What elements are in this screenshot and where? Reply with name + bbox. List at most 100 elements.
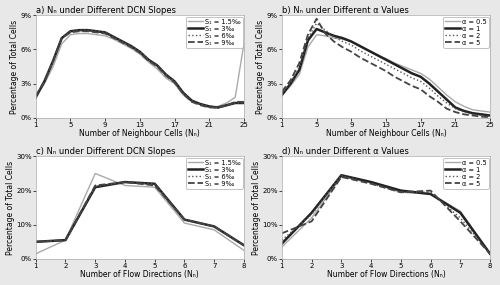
α = 5: [409, 84, 415, 87]
S₁ = 3‰: [102, 31, 108, 34]
S₁ = 3‰: [152, 182, 158, 186]
α = 5: [398, 191, 404, 194]
α = 2: [338, 174, 344, 177]
α = 5: [366, 60, 372, 64]
α = 2: [383, 63, 389, 66]
α = 5: [400, 80, 406, 83]
α = 2: [368, 182, 374, 186]
α = 2: [279, 238, 285, 242]
S₁ = 3‰: [241, 243, 247, 247]
S₁ = 3‰: [182, 218, 188, 221]
S₁ = 6‰: [137, 50, 143, 54]
α = 5: [458, 220, 464, 223]
S₁ = 9‰: [163, 74, 169, 77]
α = 5: [478, 115, 484, 118]
α = 5: [288, 78, 294, 82]
S₁ = 1.5‰: [32, 95, 38, 99]
α = 5: [357, 56, 363, 59]
α = 5: [368, 182, 374, 186]
S₁ = 1.5‰: [111, 38, 117, 41]
α = 2: [435, 94, 441, 98]
α = 5: [308, 220, 314, 223]
S₁ = 1.5‰: [94, 33, 100, 36]
S₁ = 1.5‰: [224, 101, 230, 105]
Line: S₁ = 6‰: S₁ = 6‰: [36, 30, 244, 107]
X-axis label: Number of Neighbour Cells (Nₙ): Number of Neighbour Cells (Nₙ): [80, 129, 200, 138]
Legend: α = 0.5, α = 1, α = 2, α = 5: α = 0.5, α = 1, α = 2, α = 5: [444, 158, 488, 189]
S₁ = 3‰: [32, 240, 38, 243]
S₁ = 1.5‰: [62, 238, 68, 242]
S₁ = 6‰: [76, 28, 82, 32]
α = 0.5: [374, 54, 380, 57]
S₁ = 6‰: [68, 30, 73, 33]
S₁ = 6‰: [146, 58, 152, 62]
S₁ = 3‰: [172, 80, 177, 83]
S₁ = 1.5‰: [128, 47, 134, 50]
S₁ = 9‰: [92, 184, 98, 187]
Text: c) Nₙ under Different DCN Slopes: c) Nₙ under Different DCN Slopes: [36, 147, 175, 156]
α = 1: [314, 27, 320, 31]
S₁ = 9‰: [120, 41, 126, 44]
α = 1: [322, 31, 328, 34]
S₁ = 6‰: [163, 73, 169, 76]
S₁ = 3‰: [68, 30, 73, 33]
S₁ = 3‰: [137, 50, 143, 54]
S₁ = 1.5‰: [152, 186, 158, 189]
S₁ = 3‰: [76, 28, 82, 32]
S₁ = 9‰: [241, 100, 247, 103]
α = 5: [428, 189, 434, 192]
α = 0.5: [487, 252, 493, 255]
α = 0.5: [398, 191, 404, 194]
S₁ = 3‰: [206, 105, 212, 108]
S₁ = 9‰: [102, 32, 108, 35]
Line: α = 5: α = 5: [282, 19, 490, 117]
S₁ = 1.5‰: [137, 52, 143, 56]
α = 1: [374, 54, 380, 57]
α = 5: [383, 70, 389, 73]
Y-axis label: Percentage of Total Cells: Percentage of Total Cells: [6, 161, 15, 255]
α = 1: [435, 90, 441, 93]
S₁ = 9‰: [62, 238, 68, 242]
α = 2: [366, 54, 372, 57]
S₁ = 1.5‰: [122, 184, 128, 187]
α = 0.5: [461, 105, 467, 108]
Line: α = 5: α = 5: [282, 177, 490, 254]
S₁ = 9‰: [154, 65, 160, 68]
α = 0.5: [308, 216, 314, 220]
Text: b) Nₙ under Different α Values: b) Nₙ under Different α Values: [282, 5, 409, 15]
S₁ = 3‰: [163, 73, 169, 76]
S₁ = 3‰: [59, 36, 65, 40]
α = 1: [366, 49, 372, 52]
α = 5: [322, 32, 328, 35]
α = 0.5: [322, 34, 328, 38]
α = 0.5: [305, 46, 311, 49]
S₁ = 9‰: [128, 46, 134, 49]
S₁ = 3‰: [50, 59, 56, 63]
S₁ = 9‰: [32, 240, 38, 243]
S₁ = 3‰: [85, 28, 91, 32]
α = 2: [331, 35, 337, 39]
α = 5: [487, 115, 493, 119]
S₁ = 9‰: [94, 31, 100, 34]
α = 2: [487, 252, 493, 255]
S₁ = 3‰: [92, 186, 98, 189]
S₁ = 9‰: [172, 81, 177, 84]
Line: S₁ = 1.5‰: S₁ = 1.5‰: [36, 34, 244, 107]
Line: S₁ = 1.5‰: S₁ = 1.5‰: [36, 174, 244, 254]
α = 0.5: [487, 110, 493, 114]
α = 1: [392, 63, 398, 66]
α = 1: [279, 242, 285, 245]
S₁ = 3‰: [120, 40, 126, 43]
S₁ = 1.5‰: [154, 67, 160, 71]
α = 2: [279, 92, 285, 95]
S₁ = 3‰: [32, 95, 38, 99]
S₁ = 1.5‰: [42, 82, 48, 85]
α = 2: [392, 67, 398, 71]
α = 0.5: [435, 85, 441, 89]
S₁ = 6‰: [182, 218, 188, 221]
Y-axis label: Percentage of Total Cells: Percentage of Total Cells: [252, 161, 260, 255]
S₁ = 3‰: [111, 35, 117, 39]
α = 2: [487, 115, 493, 118]
S₁ = 6‰: [232, 101, 238, 105]
α = 5: [331, 40, 337, 43]
